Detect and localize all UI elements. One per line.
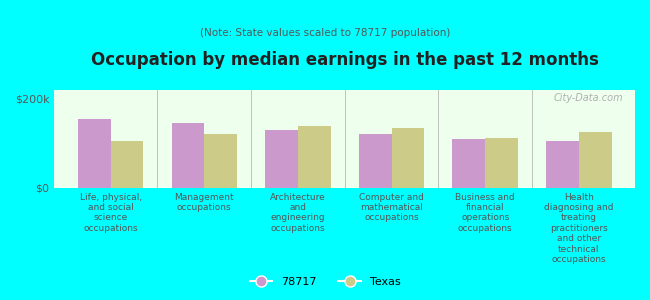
- Bar: [298, 125, 331, 188]
- Text: (Note: State values scaled to 78717 population): (Note: State values scaled to 78717 popu…: [200, 28, 450, 38]
- Bar: [78, 119, 111, 188]
- Bar: [546, 141, 578, 188]
- Bar: [452, 139, 485, 188]
- Bar: [391, 128, 424, 188]
- Bar: [111, 141, 144, 188]
- Bar: [485, 138, 518, 188]
- Bar: [359, 134, 391, 188]
- Bar: [578, 132, 612, 188]
- Text: City-Data.com: City-Data.com: [554, 93, 623, 103]
- Bar: [204, 134, 237, 188]
- Bar: [172, 123, 204, 188]
- Legend: 78717, Texas: 78717, Texas: [245, 273, 405, 291]
- Bar: [265, 130, 298, 188]
- Title: Occupation by median earnings in the past 12 months: Occupation by median earnings in the pas…: [91, 51, 599, 69]
